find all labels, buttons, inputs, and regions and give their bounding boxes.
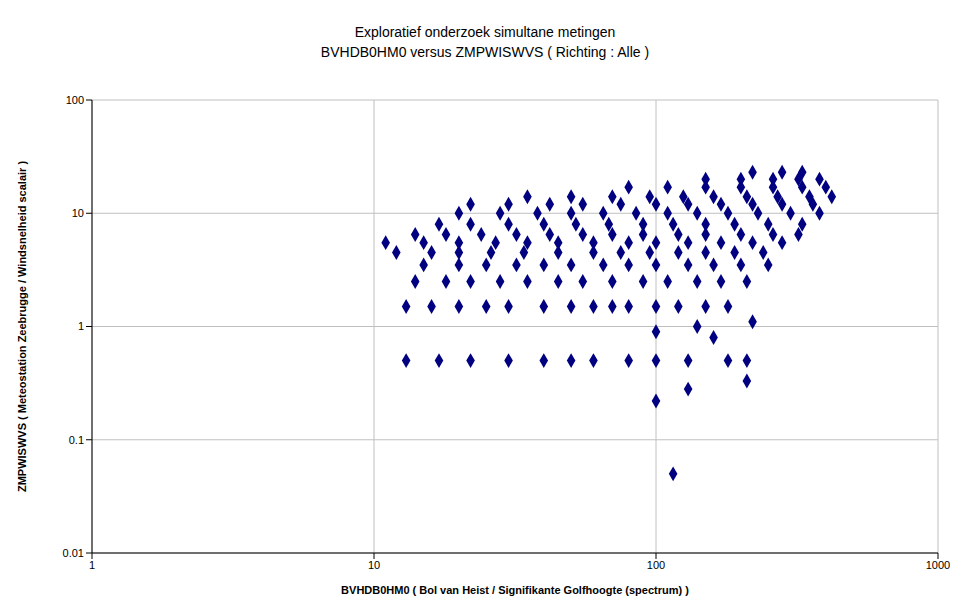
svg-text:0.1: 0.1: [69, 434, 84, 446]
html-text:BVHDB0HM0 versus ZMPWISWVS ( R: BVHDB0HM0 versus ZMPWISWVS ( Richting : …: [320, 44, 650, 60]
html-text:Exploratief onderzoek simultan: Exploratief onderzoek simultane metingen: [354, 24, 616, 40]
svg-text:100: 100: [66, 94, 84, 106]
svg-text:ZMPWISWVS ( Meteostation Zeebr: ZMPWISWVS ( Meteostation Zeebrugge / Win…: [16, 161, 28, 492]
svg-text:1000: 1000: [926, 559, 950, 571]
svg-text:1: 1: [78, 320, 84, 332]
svg-text:BVHDB0HM0 ( Bol van Heist / Si: BVHDB0HM0 ( Bol van Heist / Signifikante…: [341, 584, 689, 596]
svg-text:1: 1: [89, 559, 95, 571]
svg-text:10: 10: [72, 207, 84, 219]
svg-text:100: 100: [647, 559, 665, 571]
svg-text:10: 10: [368, 559, 380, 571]
svg-text:0.01: 0.01: [63, 547, 84, 559]
